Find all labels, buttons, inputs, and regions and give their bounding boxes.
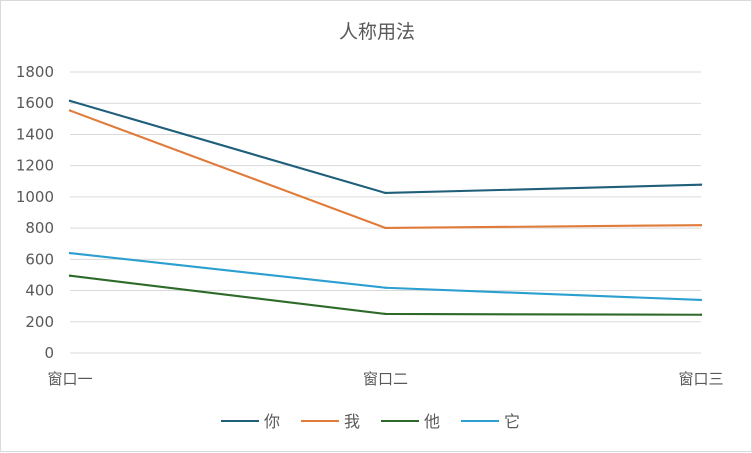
series-line-0 [68, 99, 703, 195]
chart-title: 人称用法 [339, 21, 415, 43]
x-tick-label: 窗口三 [678, 370, 723, 388]
legend-label-0: 你 [264, 412, 280, 431]
y-tick-label: 1800 [16, 63, 54, 81]
data-point [384, 226, 387, 230]
y-tick-label: 0 [44, 344, 54, 362]
grid-lines [70, 71, 701, 354]
y-axis-ticks: 0 200 400 600 800 1000 1200 1400 1600 1800 [16, 63, 54, 362]
y-tick-label: 1000 [16, 188, 54, 206]
y-tick-label: 200 [25, 313, 54, 331]
data-point [68, 109, 72, 112]
legend-label-1: 我 [344, 412, 360, 431]
data-point [699, 183, 703, 186]
legend-label-2: 他 [424, 412, 440, 431]
y-tick-label: 400 [25, 282, 54, 300]
data-point [699, 298, 703, 302]
data-point [68, 251, 72, 255]
y-tick-label: 1200 [16, 157, 54, 175]
series-lines [68, 99, 703, 316]
x-tick-label: 窗口二 [363, 370, 408, 388]
data-point [384, 286, 387, 289]
legend: 你我他它 [221, 412, 520, 431]
y-tick-label: 600 [25, 250, 54, 268]
data-point [384, 191, 387, 195]
x-axis-ticks: 窗口一 窗口二 窗口三 [47, 370, 723, 388]
x-tick-label: 窗口一 [47, 370, 92, 388]
y-tick-label: 800 [25, 219, 54, 237]
legend-label-3: 它 [504, 412, 520, 431]
data-point [384, 312, 387, 316]
data-point [68, 99, 72, 103]
data-point [699, 223, 703, 227]
data-point [68, 274, 72, 277]
y-tick-label: 1400 [16, 125, 54, 143]
y-tick-label: 1600 [16, 94, 54, 112]
data-point [699, 313, 703, 316]
series-line-3 [68, 252, 703, 301]
